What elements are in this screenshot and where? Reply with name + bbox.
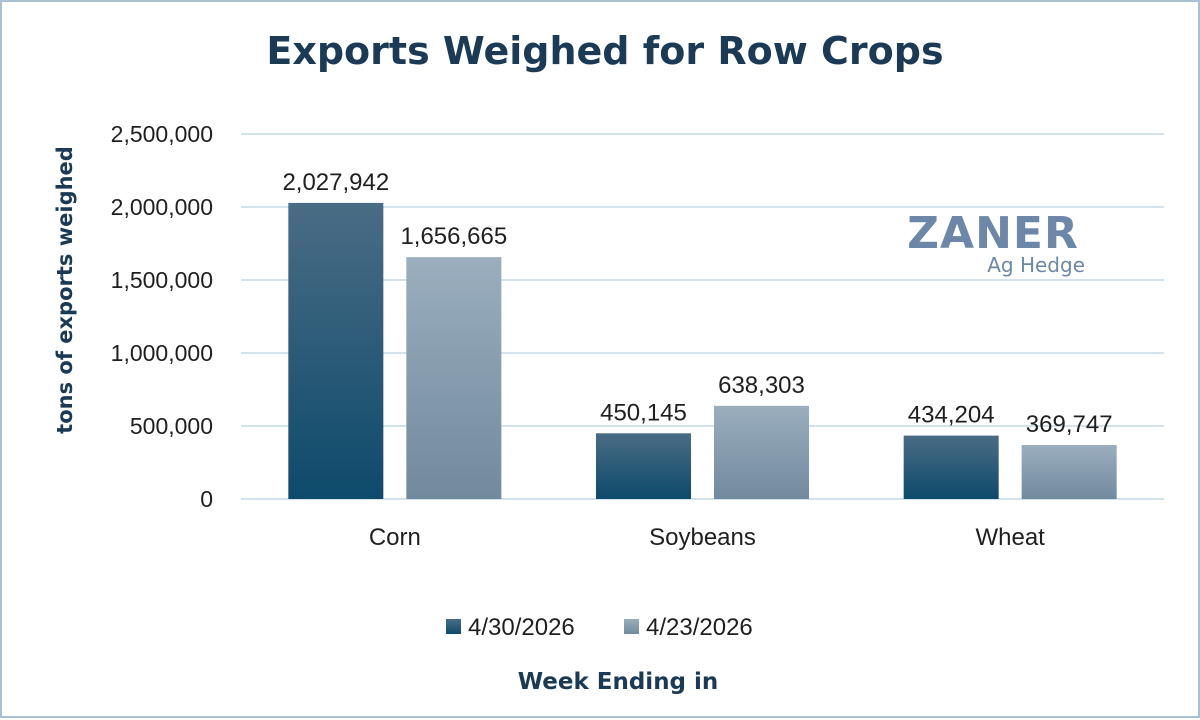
bar-wheat-series-2 bbox=[1021, 445, 1117, 499]
bar-corn-series-2 bbox=[406, 257, 502, 499]
legend-swatch bbox=[624, 619, 639, 634]
bar-soybeans-series-1 bbox=[596, 433, 691, 499]
logo-main-text: ZANER bbox=[907, 208, 1079, 259]
x-tick-label: Wheat bbox=[975, 524, 1045, 551]
data-label: 1,656,665 bbox=[400, 223, 507, 250]
legend: 4/30/2026 4/23/2026 bbox=[446, 614, 753, 641]
legend-label: 4/30/2026 bbox=[468, 614, 575, 641]
data-label: 2,027,942 bbox=[282, 169, 389, 196]
y-tick-label: 2,000,000 bbox=[111, 194, 213, 220]
logo-sub-text: Ag Hedge bbox=[987, 253, 1085, 277]
x-axis-title: Week Ending in bbox=[518, 669, 719, 695]
x-tick-label: Soybeans bbox=[649, 524, 756, 551]
data-label: 638,303 bbox=[718, 372, 805, 399]
data-labels: 2,027,942 1,656,665 450,145 638,303 434,204 3… bbox=[282, 169, 1112, 438]
legend-swatch bbox=[446, 619, 461, 634]
data-label: 434,204 bbox=[908, 402, 995, 429]
data-label: 369,747 bbox=[1026, 411, 1113, 438]
bar-corn-series-1 bbox=[288, 202, 384, 499]
bars bbox=[288, 202, 1117, 499]
data-label: 450,145 bbox=[600, 399, 687, 426]
zaner-logo: ZANER Ag Hedge bbox=[907, 208, 1085, 277]
bar-wheat-series-1 bbox=[903, 435, 999, 499]
y-tick-label: 2,500,000 bbox=[111, 121, 213, 147]
y-axis-ticks: 0 500,000 1,000,000 1,500,000 2,000,000 2,500… bbox=[111, 121, 213, 512]
bar-soybeans-series-2 bbox=[714, 405, 809, 499]
x-tick-label: Corn bbox=[369, 524, 421, 551]
y-axis-title: tons of exports weighed bbox=[53, 146, 77, 434]
y-tick-label: 0 bbox=[200, 486, 213, 512]
chart-title: Exports Weighed for Row Crops bbox=[266, 29, 943, 73]
x-axis-ticks: Corn Soybeans Wheat bbox=[369, 524, 1045, 551]
gridlines bbox=[241, 133, 1164, 500]
y-tick-label: 1,500,000 bbox=[111, 267, 213, 293]
y-tick-label: 500,000 bbox=[130, 413, 213, 439]
legend-label: 4/23/2026 bbox=[646, 614, 753, 641]
y-tick-label: 1,000,000 bbox=[111, 340, 213, 366]
